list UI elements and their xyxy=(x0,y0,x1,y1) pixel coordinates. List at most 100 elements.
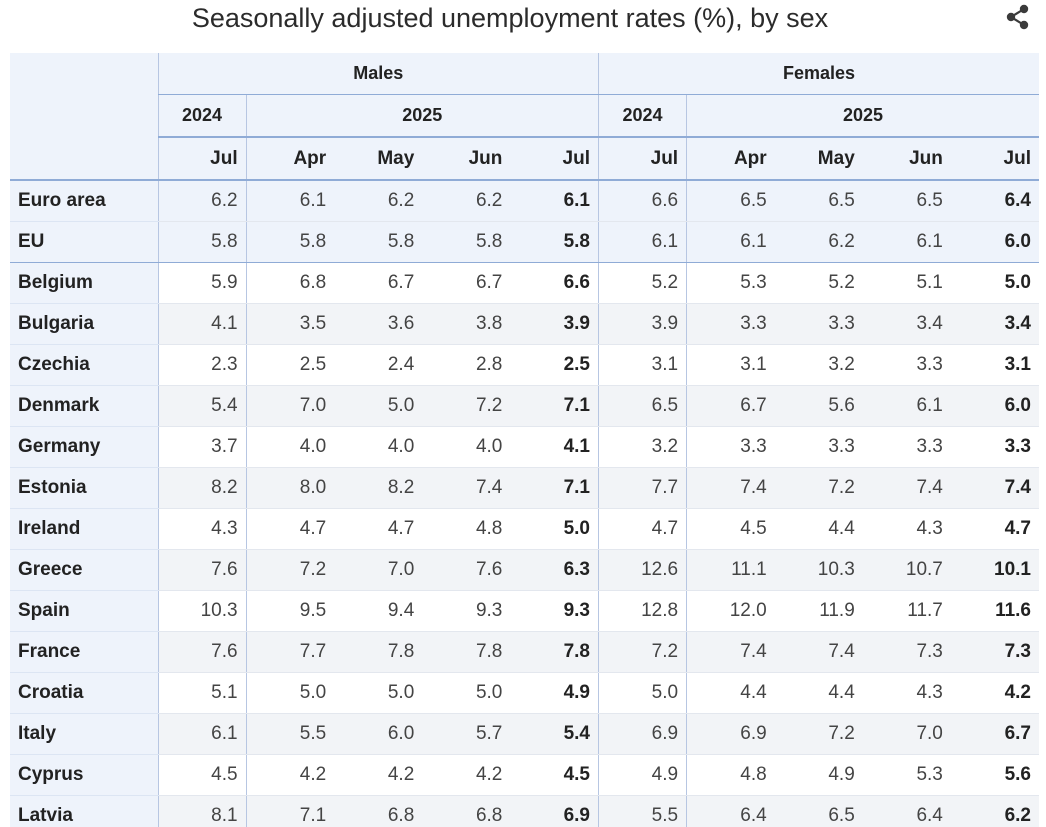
month-header: Apr xyxy=(245,137,335,181)
table-cell: 11.6 xyxy=(950,590,1039,632)
table-cell: 7.4 xyxy=(686,631,775,673)
table-row: EU 5.8 5.8 5.8 5.8 5.8 6.1 6.1 6.2 6.1 6.0 xyxy=(10,221,1039,263)
table-cell: 5.8 xyxy=(334,221,423,263)
table-cell: 3.2 xyxy=(774,344,863,386)
table-cell: 4.5 xyxy=(686,508,775,550)
table-cell: 6.7 xyxy=(334,262,423,304)
table-cell: 9.3 xyxy=(510,590,599,632)
table-cell: 11.7 xyxy=(862,590,951,632)
table-cell: 7.7 xyxy=(597,467,687,509)
table-cell: 6.1 xyxy=(157,713,247,755)
table-cell: 3.4 xyxy=(862,303,951,345)
month-header: May xyxy=(774,137,863,181)
table-cell: 6.8 xyxy=(422,795,511,827)
table-cell: 7.6 xyxy=(157,631,247,673)
table-cell: 4.9 xyxy=(510,672,599,714)
row-label: Cyprus xyxy=(10,754,159,796)
table-cell: 7.2 xyxy=(774,467,863,509)
table-cell: 3.9 xyxy=(597,303,687,345)
table-cell: 9.5 xyxy=(245,590,335,632)
table-cell: 6.7 xyxy=(686,385,775,427)
row-label: Ireland xyxy=(10,508,159,550)
table-cell: 5.0 xyxy=(334,385,423,427)
share-icon xyxy=(1006,4,1029,30)
table-cell: 3.9 xyxy=(510,303,599,345)
table-cell: 6.0 xyxy=(950,221,1039,263)
table-cell: 10.3 xyxy=(157,590,247,632)
row-label: Belgium xyxy=(10,262,159,304)
table-row: Euro area 6.2 6.1 6.2 6.2 6.1 6.6 6.5 6.5 6.5 6.4 xyxy=(10,180,1039,222)
table-row: Greece 7.6 7.2 7.0 7.6 6.3 12.6 11.1 10.3 10.7 10.… xyxy=(10,549,1039,591)
table-cell: 5.0 xyxy=(245,672,335,714)
table-cell: 6.9 xyxy=(510,795,599,827)
table-row: Bulgaria 4.1 3.5 3.6 3.8 3.9 3.9 3.3 3.3 3.4 3.4 xyxy=(10,303,1039,345)
table-cell: 5.2 xyxy=(774,262,863,304)
table-cell: 7.3 xyxy=(862,631,951,673)
table-cell: 4.2 xyxy=(334,754,423,796)
table-cell: 6.1 xyxy=(510,180,599,222)
table-cell: 8.2 xyxy=(157,467,247,509)
table-cell: 6.1 xyxy=(686,221,775,263)
table-cell: 5.0 xyxy=(422,672,511,714)
table-cell: 4.5 xyxy=(157,754,247,796)
table-cell: 4.0 xyxy=(422,426,511,468)
table-cell: 7.7 xyxy=(245,631,335,673)
table-cell: 6.0 xyxy=(950,385,1039,427)
table-cell: 4.3 xyxy=(157,508,247,550)
table-cell: 6.5 xyxy=(774,180,863,222)
table-cell: 7.8 xyxy=(334,631,423,673)
table-cell: 4.8 xyxy=(686,754,775,796)
table-corner xyxy=(10,53,158,181)
row-label: Denmark xyxy=(10,385,159,427)
group-header-males: Males xyxy=(157,53,599,95)
table-cell: 12.8 xyxy=(597,590,687,632)
table-cell: 3.3 xyxy=(950,426,1039,468)
table-cell: 11.9 xyxy=(774,590,863,632)
table-cell: 7.1 xyxy=(510,467,599,509)
table-cell: 5.8 xyxy=(510,221,599,263)
table-cell: 7.4 xyxy=(950,467,1039,509)
table-cell: 7.1 xyxy=(510,385,599,427)
table-cell: 3.3 xyxy=(862,426,951,468)
table-cell: 7.0 xyxy=(862,713,951,755)
table-cell: 6.6 xyxy=(510,262,599,304)
year-header: 2024 xyxy=(157,94,247,138)
table-cell: 3.2 xyxy=(597,426,687,468)
table-cell: 4.2 xyxy=(950,672,1039,714)
table-cell: 6.3 xyxy=(510,549,599,591)
year-header: 2025 xyxy=(245,94,599,138)
table-cell: 6.0 xyxy=(334,713,423,755)
table-cell: 4.4 xyxy=(686,672,775,714)
table-cell: 8.0 xyxy=(245,467,335,509)
table-cell: 5.0 xyxy=(510,508,599,550)
table-row: France 7.6 7.7 7.8 7.8 7.8 7.2 7.4 7.4 7.3 7.3 xyxy=(10,631,1039,673)
row-label: Italy xyxy=(10,713,159,755)
table-cell: 10.3 xyxy=(774,549,863,591)
table-cell: 7.6 xyxy=(422,549,511,591)
table-cell: 3.3 xyxy=(686,303,775,345)
table-row: Cyprus 4.5 4.2 4.2 4.2 4.5 4.9 4.8 4.9 5.3 5.6 xyxy=(10,754,1039,796)
month-header: May xyxy=(334,137,423,181)
table-cell: 6.1 xyxy=(862,221,951,263)
table-cell: 3.3 xyxy=(774,303,863,345)
table-row: Belgium 5.9 6.8 6.7 6.7 6.6 5.2 5.3 5.2 5.1 5.0 xyxy=(10,262,1039,304)
table-cell: 3.7 xyxy=(157,426,247,468)
table-cell: 5.4 xyxy=(157,385,247,427)
year-header: 2024 xyxy=(597,94,687,138)
data-table-container[interactable]: Males Females 2024 2025 2024 2025 Jul Apr May Jun… xyxy=(10,53,1039,827)
table-cell: 10.7 xyxy=(862,549,951,591)
table-cell: 6.5 xyxy=(597,385,687,427)
share-button[interactable] xyxy=(1004,3,1032,31)
table-row: Italy 6.1 5.5 6.0 5.7 5.4 6.9 6.9 7.2 7.0 6.7 xyxy=(10,713,1039,755)
table-cell: 7.2 xyxy=(422,385,511,427)
page-title: Seasonally adjusted unemployment rates (… xyxy=(191,3,829,33)
table-cell: 10.1 xyxy=(950,549,1039,591)
row-label: EU xyxy=(10,221,159,263)
table-cell: 12.6 xyxy=(597,549,687,591)
table-row: Latvia 8.1 7.1 6.8 6.8 6.9 5.5 6.4 6.5 6.4 6.2 xyxy=(10,795,1039,827)
month-header: Jul xyxy=(157,137,247,181)
table-row: Croatia 5.1 5.0 5.0 5.0 4.9 5.0 4.4 4.4 4.3 4.2 xyxy=(10,672,1039,714)
table-cell: 5.5 xyxy=(245,713,335,755)
table-cell: 12.0 xyxy=(686,590,775,632)
table-cell: 8.1 xyxy=(157,795,247,827)
